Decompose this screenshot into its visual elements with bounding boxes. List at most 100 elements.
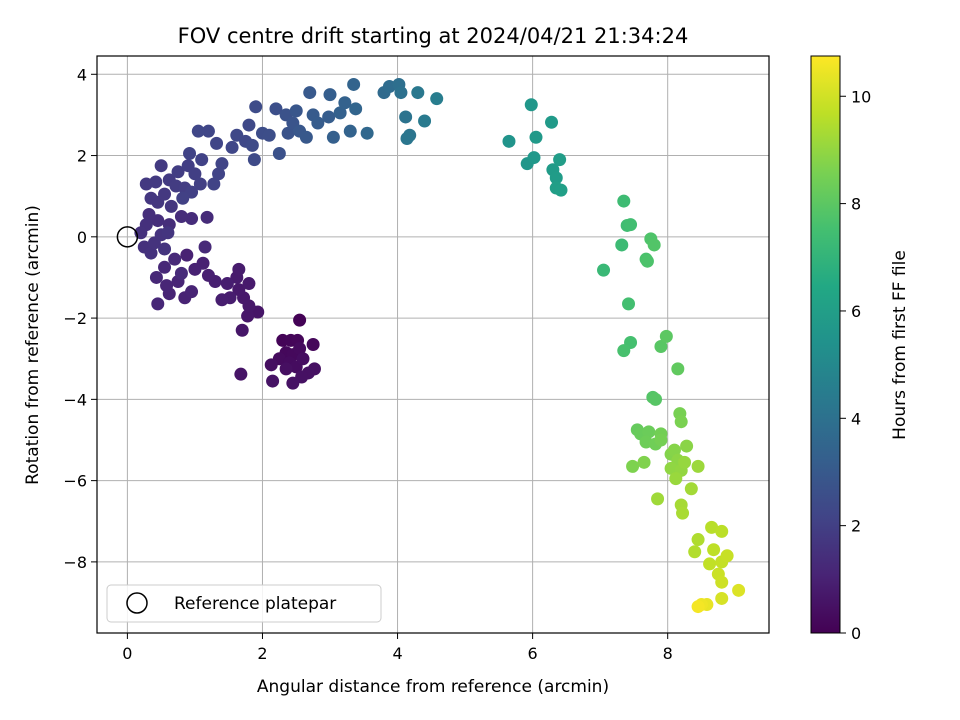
data-point — [691, 459, 705, 473]
reference-platepar-marker — [116, 226, 139, 248]
data-point — [242, 277, 256, 291]
data-point — [264, 358, 278, 372]
data-point — [715, 591, 729, 605]
data-point — [210, 136, 224, 150]
data-point — [188, 262, 202, 276]
data-point — [174, 210, 188, 224]
data-point — [185, 212, 199, 226]
data-point — [349, 102, 363, 116]
data-point — [249, 100, 263, 114]
data-point — [306, 338, 320, 351]
data-point — [158, 242, 172, 256]
x-tick-label: 4 — [392, 644, 402, 663]
data-point — [399, 110, 413, 124]
y-tick-label: −6 — [63, 472, 87, 491]
data-point — [303, 86, 317, 100]
data-point — [651, 492, 665, 506]
data-point — [176, 191, 190, 205]
data-point — [615, 238, 629, 252]
x-axis-ticks: 0 2 4 6 8 — [122, 633, 673, 663]
y-tick-label: 2 — [77, 147, 87, 166]
data-point — [626, 459, 640, 473]
data-point — [617, 194, 631, 208]
x-tick-label: 0 — [122, 644, 132, 663]
data-point — [418, 114, 432, 128]
y-tick-label: −4 — [63, 390, 87, 409]
data-point — [234, 367, 248, 381]
data-point — [637, 455, 651, 469]
y-axis-label: Rotation from reference (arcmin) — [23, 205, 43, 485]
data-point — [554, 183, 568, 197]
data-point — [311, 116, 325, 130]
data-point — [247, 153, 261, 167]
data-point — [597, 263, 611, 277]
chart-title: FOV centre drift starting at 2024/04/21 … — [178, 24, 689, 48]
data-point — [715, 575, 729, 589]
data-point — [262, 128, 276, 142]
data-point — [286, 376, 300, 390]
data-point — [207, 177, 221, 191]
y-tick-label: −8 — [63, 553, 87, 572]
data-point — [215, 157, 229, 171]
legend-entry-reference: Reference platepar — [174, 594, 336, 614]
x-tick-label: 2 — [257, 644, 267, 663]
data-point — [691, 533, 705, 547]
data-point — [502, 134, 516, 148]
data-point — [326, 130, 340, 144]
colorbar-tick-label: 4 — [851, 409, 861, 428]
y-tick-label: 4 — [77, 65, 87, 84]
data-point — [188, 167, 202, 181]
data-point — [671, 362, 685, 376]
data-point — [200, 210, 214, 224]
data-point — [171, 165, 185, 179]
data-point — [622, 297, 636, 311]
y-axis-ticks: −8 −6 −4 −2 0 2 4 — [63, 65, 97, 572]
data-point — [553, 153, 567, 167]
data-point — [149, 175, 163, 189]
data-point — [527, 151, 541, 165]
y-tick-label: 0 — [77, 228, 87, 247]
data-point — [232, 283, 246, 297]
reference-ring — [116, 226, 139, 248]
colorbar-tick-label: 0 — [851, 624, 861, 643]
data-points — [134, 77, 746, 614]
data-point — [144, 191, 158, 205]
data-point — [195, 153, 209, 167]
data-point — [149, 270, 163, 284]
data-point — [400, 131, 414, 145]
data-point — [220, 277, 234, 291]
data-point — [323, 88, 337, 102]
data-point — [293, 342, 307, 356]
data-point — [705, 520, 719, 534]
data-point — [529, 130, 543, 144]
data-point — [545, 115, 559, 129]
data-point — [720, 549, 734, 563]
data-point — [160, 279, 174, 293]
data-point — [688, 545, 702, 559]
data-point — [674, 415, 688, 429]
data-point — [151, 297, 165, 311]
data-point — [201, 124, 215, 138]
data-point — [343, 124, 357, 138]
data-point — [299, 130, 313, 144]
legend-reference-marker — [126, 592, 148, 614]
data-point — [669, 472, 683, 486]
data-point — [654, 433, 668, 447]
data-point — [164, 199, 178, 213]
data-point — [678, 455, 692, 469]
data-point — [225, 140, 239, 154]
data-point — [707, 543, 721, 557]
data-point — [269, 102, 283, 116]
colorbar-ticks: 0 2 4 6 8 10 — [840, 87, 871, 643]
data-point — [642, 425, 656, 439]
data-point — [144, 246, 158, 260]
colorbar-label: Hours from first FF file — [890, 250, 910, 440]
data-point — [154, 159, 168, 173]
plot-frame — [96, 55, 770, 634]
data-point — [212, 167, 226, 181]
data-point — [617, 344, 631, 358]
data-point — [235, 323, 249, 337]
data-point — [624, 218, 638, 232]
colorbar-tick-label: 10 — [851, 87, 871, 106]
data-point — [680, 439, 694, 453]
